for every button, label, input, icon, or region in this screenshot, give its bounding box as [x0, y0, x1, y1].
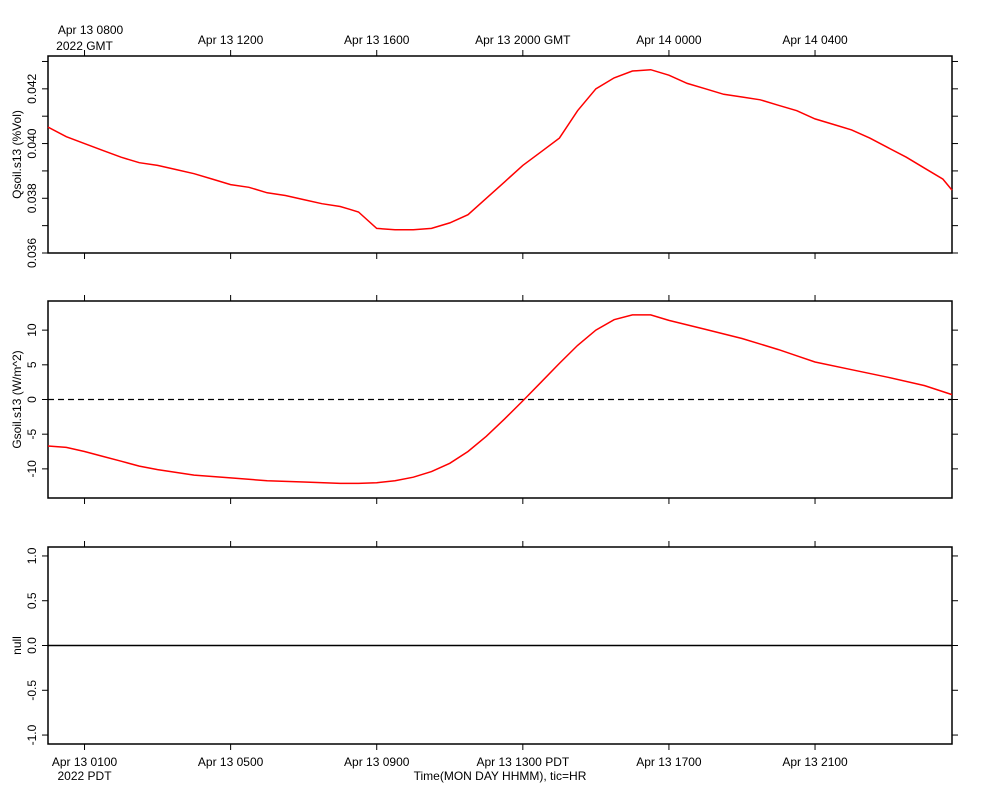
y-tick-label: -10 — [25, 460, 39, 478]
data-series-line — [47, 68, 953, 231]
top-tick-label: Apr 13 1200 — [198, 33, 264, 47]
y-tick-label: -0.5 — [25, 680, 39, 701]
y-tick-label: 0.0 — [25, 637, 39, 654]
y-tick-label: 0.042 — [25, 73, 39, 103]
top-axis-first-year: 2022 GMT — [56, 39, 113, 53]
y-tick-label: 5 — [25, 361, 39, 368]
y-tick-label: 10 — [25, 323, 39, 337]
top-tick-label: Apr 13 2000 GMT — [475, 33, 571, 47]
top-tick-label: Apr 14 0000 — [636, 33, 702, 47]
y-axis-label: Gsoil.s13 (W/m^2) — [10, 350, 24, 448]
y-tick-label: 0 — [25, 396, 39, 403]
top-axis-first-label: Apr 13 0800 — [58, 23, 124, 37]
y-axis-label: Qsoil.s13 (%Vol) — [10, 110, 24, 199]
bottom-tick-label: Apr 13 0500 — [198, 755, 264, 769]
y-tick-label: -5 — [25, 429, 39, 440]
y-axis-label: null — [10, 636, 24, 655]
bottom-tick-label: Apr 13 0100 — [52, 755, 118, 769]
data-series-line — [47, 314, 953, 485]
panel-3: -1.0 -0.5 0.0 0.5 1.0 null — [10, 541, 958, 750]
top-tick-label: Apr 13 1600 — [344, 33, 410, 47]
y-tick-label: 0.038 — [25, 183, 39, 213]
bottom-tick-label: Apr 13 1300 PDT — [476, 755, 569, 769]
bottom-tick-label: Apr 13 0900 — [344, 755, 410, 769]
y-tick-label: 0.036 — [25, 238, 39, 268]
bottom-axis-first-year: 2022 PDT — [58, 769, 113, 783]
x-axis-label: Time(MON DAY HHMM), tic=HR — [414, 769, 587, 783]
y-tick-label: -1.0 — [25, 724, 39, 745]
plot-frame — [47, 55, 953, 254]
top-time-axis: Apr 13 1200 Apr 13 1600 Apr 13 2000 GMT Apr… — [198, 33, 848, 47]
bottom-tick-label: Apr 13 2100 — [782, 755, 848, 769]
bottom-time-axis: Apr 13 0100 Apr 13 0500 Apr 13 0900 Apr 13 … — [52, 755, 848, 769]
y-tick-label: 0.040 — [25, 128, 39, 158]
y-tick-label: 0.5 — [25, 592, 39, 609]
bottom-tick-label: Apr 13 1700 — [636, 755, 702, 769]
top-tick-label: Apr 14 0400 — [782, 33, 848, 47]
y-tick-label: 1.0 — [25, 547, 39, 564]
